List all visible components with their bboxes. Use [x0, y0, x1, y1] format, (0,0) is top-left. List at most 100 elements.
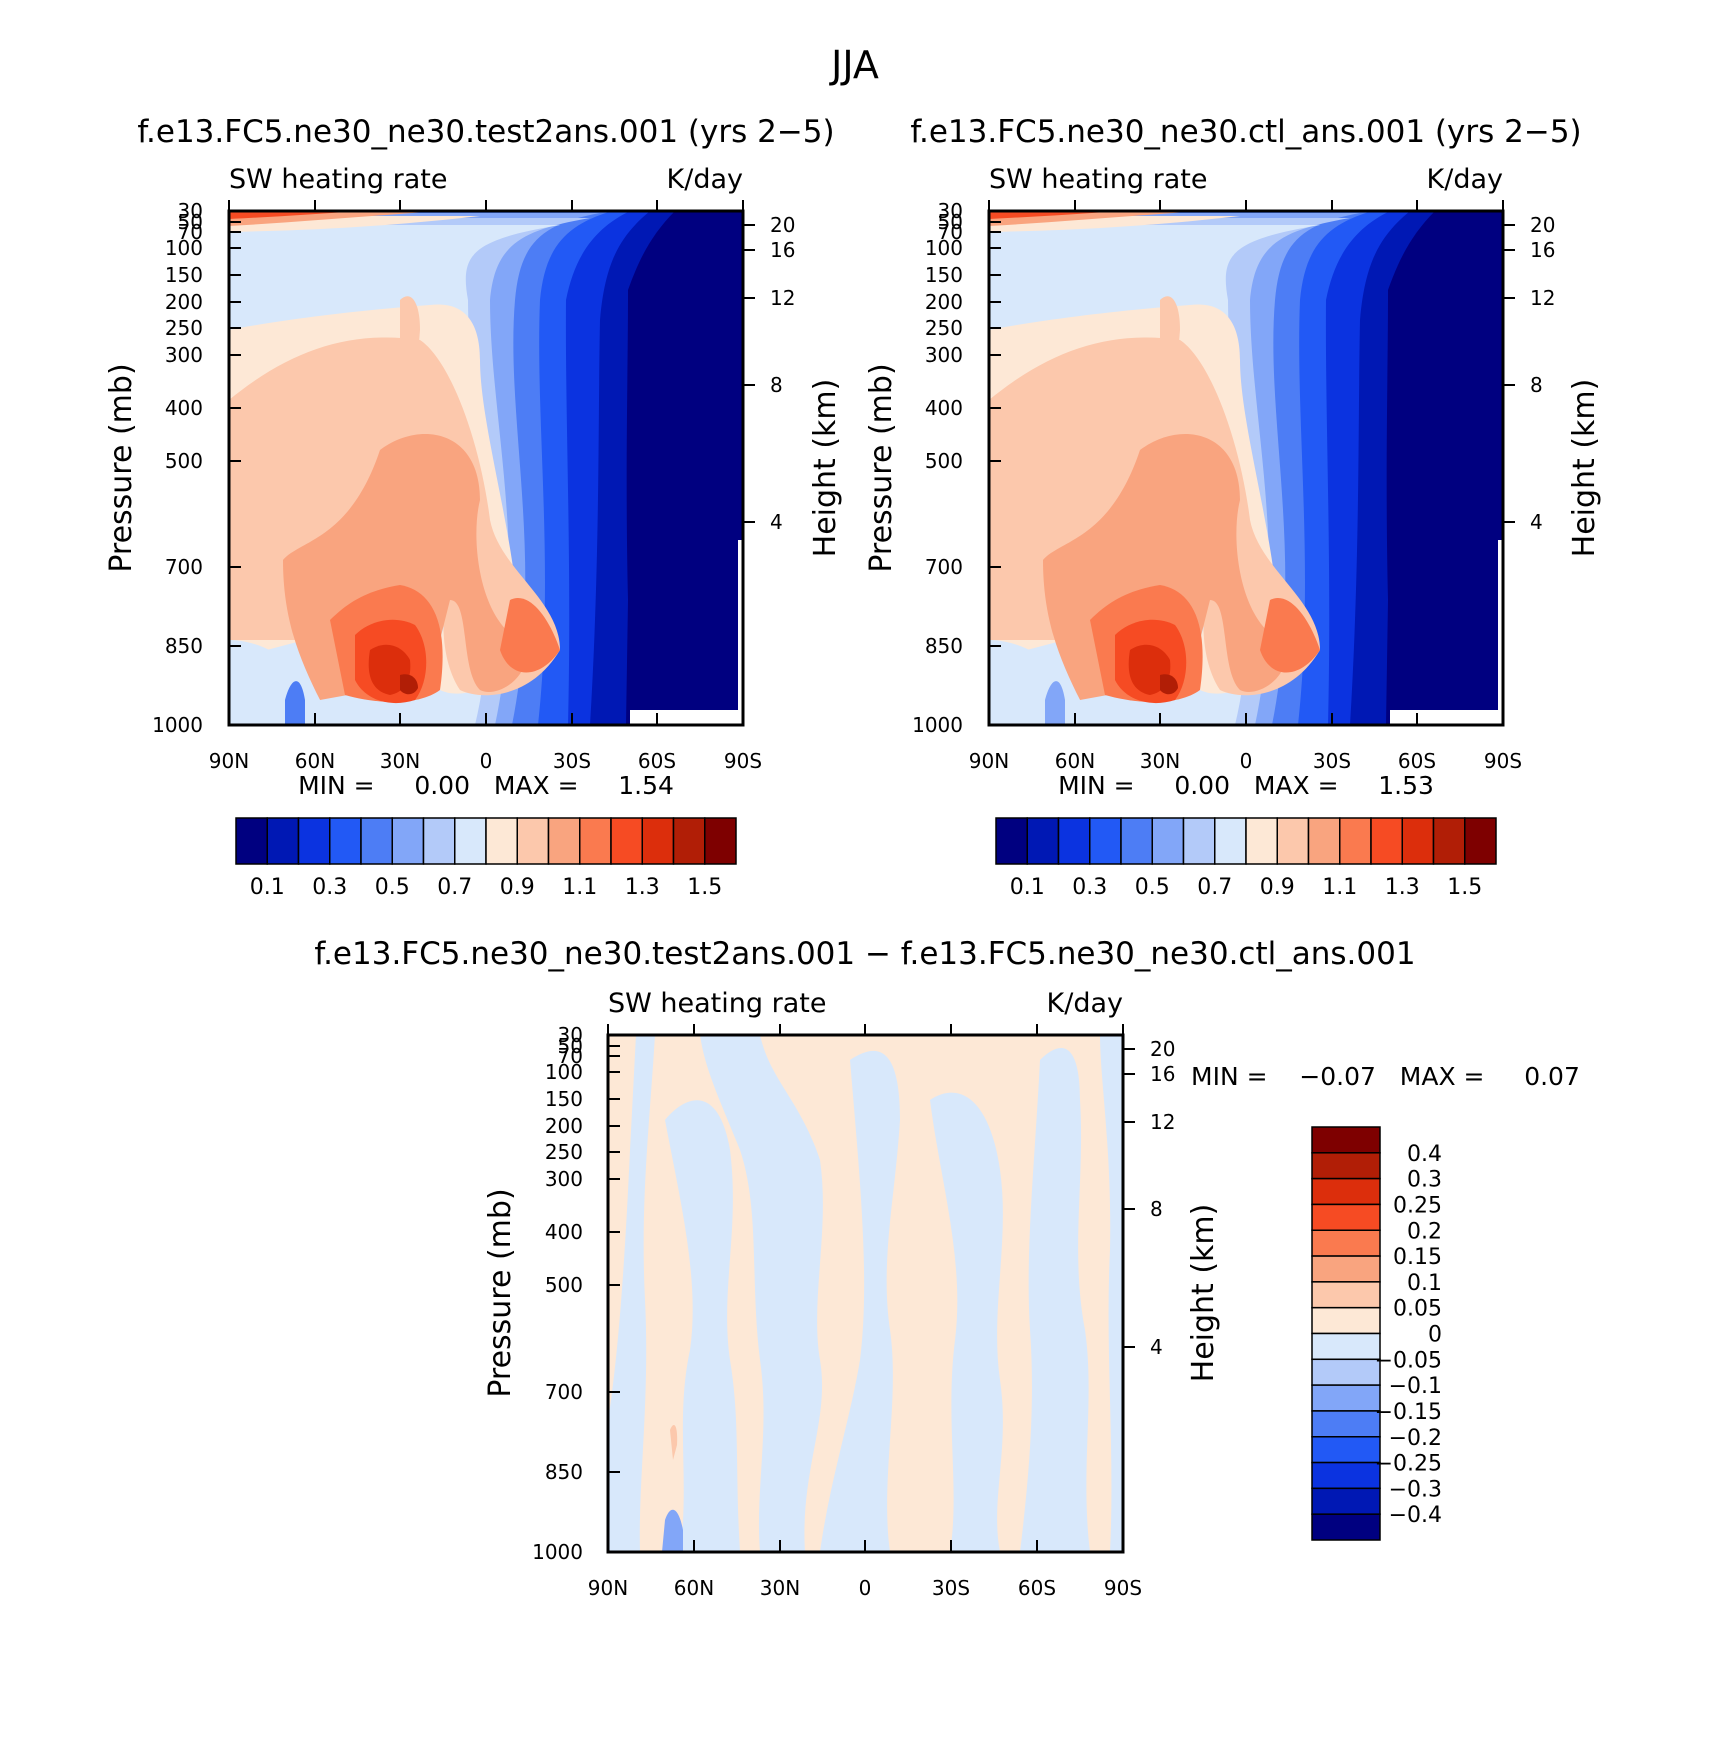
x-tick-label: 60S — [638, 749, 676, 773]
colorbar-label: 0.1 — [1407, 1271, 1442, 1296]
x-tick-label: 30S — [1313, 749, 1351, 773]
colorbar-label: 0 — [1428, 1323, 1442, 1348]
colorbar-label: −0.2 — [1389, 1426, 1442, 1451]
panel-test-units-label: K/day — [667, 164, 743, 195]
colorbar-label: 1.5 — [687, 875, 722, 900]
colorbar-box — [360, 817, 393, 865]
colorbar-label: −0.3 — [1389, 1477, 1442, 1502]
colorbar-box — [1182, 817, 1216, 865]
x-tick-label: 30S — [553, 749, 591, 773]
y-tick-label: 500 — [165, 449, 203, 473]
colorbar-label: −0.15 — [1375, 1400, 1442, 1425]
colorbar-label: 1.1 — [562, 875, 597, 900]
y-tick-label: 70 — [938, 220, 963, 244]
panel-test-colorbar: 0.1 0.3 0.5 0.7 0.9 1.1 1.3 1.5 — [235, 817, 737, 900]
x-tick-label: 0 — [1240, 749, 1253, 773]
y-tick-label: 1000 — [152, 713, 203, 737]
colorbar-label: 0.4 — [1407, 1142, 1442, 1167]
y-tick-label: 850 — [925, 634, 963, 658]
colorbar-box — [1245, 817, 1278, 865]
colorbar-box — [1370, 817, 1403, 865]
x-tick-label: 30N — [380, 749, 420, 773]
y-tick-label: 850 — [165, 634, 203, 658]
height-tick-label: 20 — [1530, 213, 1555, 237]
panel-ctl: f.e13.FC5.ne30_ne30.ctl_ans.001 (yrs 2−5… — [864, 114, 1602, 900]
colorbar-box — [1311, 1126, 1381, 1154]
y-tick-label: 50 — [938, 210, 963, 234]
panel-test-axes: 30 50 70 100 150 200 250 300 400 500 700… — [104, 199, 843, 773]
colorbar-label: 0.25 — [1393, 1193, 1442, 1218]
colorbar-box — [1276, 817, 1310, 865]
height-tick-label: 4 — [770, 510, 783, 534]
height-tick-label: 16 — [1530, 238, 1555, 262]
height-tick-label: 4 — [1150, 1335, 1163, 1359]
colorbar-box — [1311, 1436, 1381, 1464]
y-tick-label: 30 — [938, 199, 963, 223]
y-tick-label: 850 — [545, 1460, 583, 1484]
panel-diff-contour-field — [608, 1035, 1123, 1552]
panel-test-title: f.e13.FC5.ne30_ne30.test2ans.001 (yrs 2−… — [137, 114, 834, 150]
colorbar-box — [454, 817, 487, 865]
x-tick-label: 0 — [480, 749, 493, 773]
colorbar-label: 0.2 — [1407, 1219, 1442, 1244]
y-tick-label: 400 — [165, 396, 203, 420]
y-tick-label: 200 — [545, 1114, 583, 1138]
height-tick-label: 16 — [770, 238, 795, 262]
x-tick-label: 90N — [588, 1576, 628, 1600]
panel-diff-min-max: MIN = −0.07 MAX = 0.07 — [1191, 1062, 1580, 1091]
colorbar-box — [704, 817, 737, 865]
colorbar-box — [1432, 817, 1466, 865]
colorbar-box — [1311, 1203, 1381, 1231]
y-tick-label: 150 — [165, 263, 203, 287]
y-tick-label: 300 — [545, 1167, 583, 1191]
x-tick-label: 30N — [760, 1576, 800, 1600]
y-tick-label: 700 — [545, 1380, 583, 1404]
colorbar-box — [1057, 817, 1091, 865]
y-tick-label: 150 — [545, 1087, 583, 1111]
colorbar-box — [1311, 1358, 1381, 1386]
y-tick-label: 250 — [165, 316, 203, 340]
colorbar-box — [485, 817, 518, 865]
colorbar-box — [1214, 817, 1247, 865]
y-tick-label: 400 — [545, 1220, 583, 1244]
x-tick-label: 30N — [1140, 749, 1180, 773]
y-tick-label: 200 — [925, 290, 963, 314]
colorbar-box — [1089, 817, 1122, 865]
x-tick-label: 60S — [1398, 749, 1436, 773]
colorbar-label: 0.1 — [250, 875, 285, 900]
panel-ctl-ylabel: Pressure (mb) — [864, 363, 899, 572]
colorbar-label: 0.15 — [1393, 1245, 1442, 1270]
height-tick-label: 4 — [1530, 510, 1543, 534]
y-tick-label: 1000 — [532, 1540, 583, 1564]
colorbar-label: 0.3 — [1072, 875, 1107, 900]
colorbar-box — [1311, 1332, 1381, 1361]
colorbar-label: 0.9 — [500, 875, 535, 900]
colorbar-box — [422, 817, 456, 865]
colorbar-label: −0.05 — [1375, 1348, 1442, 1373]
y-tick-label: 30 — [178, 199, 203, 223]
colorbar-box — [1464, 817, 1497, 865]
panel-diff-ylabel-right: Height (km) — [1186, 1204, 1221, 1383]
colorbar-box — [297, 817, 331, 865]
colorbar-box — [672, 817, 706, 865]
colorbar-box — [1026, 817, 1060, 865]
panel-diff-colorbar: 0.40.30.250.20.150.10.050−0.05−0.1−0.15−… — [1311, 1126, 1442, 1541]
y-tick-label: 1000 — [912, 713, 963, 737]
colorbar-box — [1311, 1255, 1381, 1283]
y-tick-label: 100 — [925, 236, 963, 260]
colorbar-box — [995, 817, 1028, 865]
panel-ctl-contour-field — [989, 211, 1503, 725]
colorbar-box — [579, 817, 612, 865]
y-tick-label: 500 — [925, 449, 963, 473]
x-tick-label: 60N — [1055, 749, 1095, 773]
panel-test-min-max: MIN = 0.00 MAX = 1.54 — [298, 771, 674, 800]
y-tick-label: 70 — [558, 1044, 583, 1068]
y-tick-label: 250 — [925, 316, 963, 340]
colorbar-label: 0.05 — [1393, 1297, 1442, 1322]
colorbar-box — [547, 817, 581, 865]
colorbar-box — [1311, 1410, 1381, 1438]
panel-ctl-ylabel-right: Height (km) — [1567, 379, 1602, 558]
colorbar-box — [235, 817, 268, 865]
colorbar-label: −0.4 — [1389, 1503, 1442, 1528]
